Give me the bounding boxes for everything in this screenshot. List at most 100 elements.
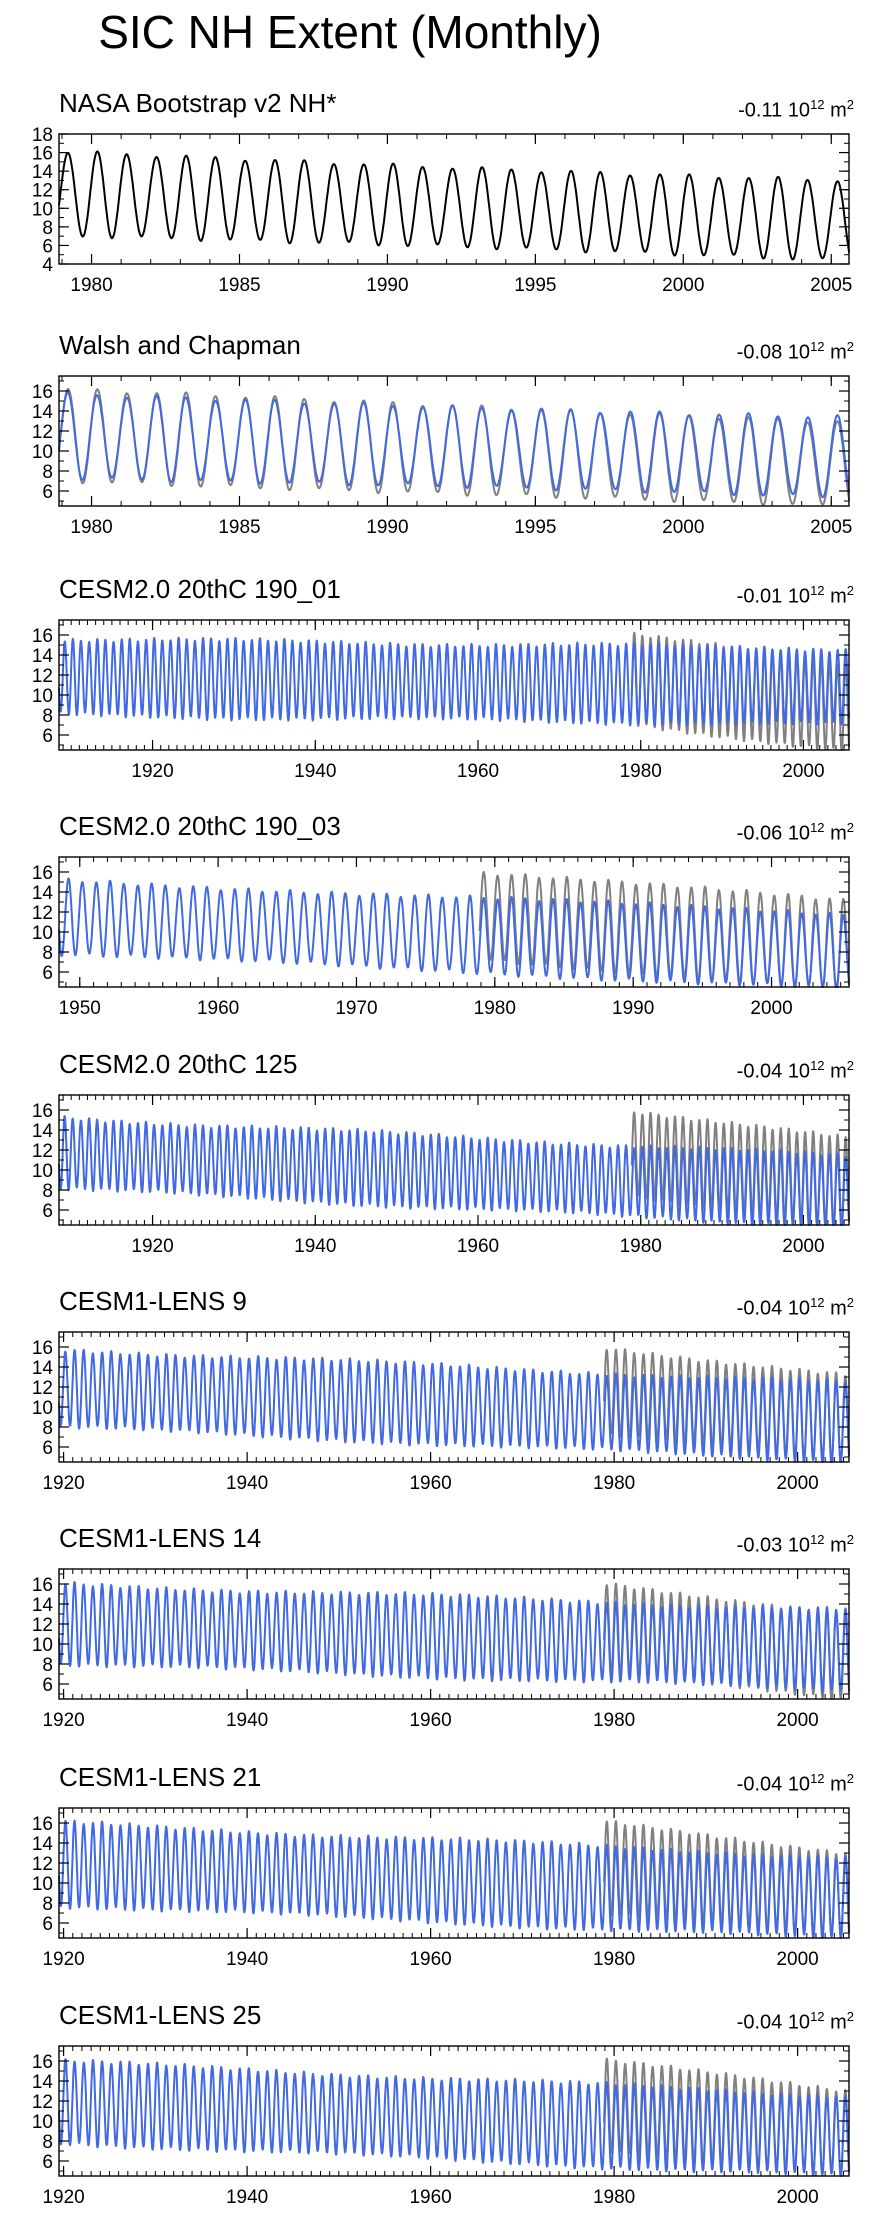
- y-tick-label: 8: [42, 1418, 53, 1439]
- panel-title: CESM1-LENS 25: [59, 2000, 262, 2030]
- y-tick-label: 16: [32, 1575, 53, 1596]
- trend-base: 10: [787, 1060, 811, 1083]
- trend-unit-exponent: 2: [846, 1295, 854, 1310]
- trend-unit-exponent: 2: [846, 339, 854, 354]
- x-tick-label: 1960: [409, 1949, 451, 1970]
- y-tick-label: 16: [32, 2052, 53, 2073]
- x-tick-label: 1920: [42, 2187, 84, 2208]
- x-tick-label: 1940: [226, 2187, 268, 2208]
- y-tick-label: 12: [32, 1378, 53, 1399]
- y-tick-label: 6: [42, 726, 53, 747]
- x-tick-label: 1920: [42, 1949, 84, 1970]
- x-tick-label: 2000: [776, 1710, 818, 1731]
- y-tick-label: 6: [42, 236, 53, 257]
- series-line: [58, 1115, 850, 1226]
- x-tick-label: 1985: [218, 275, 260, 296]
- figure-title: SIC NH Extent (Monthly): [98, 6, 602, 58]
- y-tick-label: 14: [32, 2072, 54, 2093]
- y-tick-label: 12: [32, 1141, 53, 1162]
- trend-label: -0.04 1012 m2: [737, 2002, 854, 2038]
- panel-title: Walsh and Chapman: [59, 330, 301, 360]
- y-tick-label: 10: [32, 1874, 53, 1895]
- y-tick-label: 4: [42, 255, 53, 276]
- trend-base: 10: [787, 585, 811, 608]
- y-tick-label: 6: [42, 1438, 53, 1459]
- x-tick-label: 1990: [366, 517, 408, 538]
- chart-panel: CESM2.0 20thC 125 -0.04 1012 m2 6 8 10 12 14 16…: [0, 1049, 878, 1284]
- trend-value: -0.04: [736, 1773, 783, 1796]
- x-tick-label: 1920: [131, 1236, 173, 1257]
- trend-unit-exponent: 2: [846, 1771, 854, 1786]
- y-tick-label: 8: [42, 1181, 53, 1202]
- y-tick-label: 6: [42, 1201, 53, 1222]
- panel-title: NASA Bootstrap v2 NH*: [59, 88, 337, 118]
- panel-title: CESM1-LENS 14: [59, 1523, 262, 1553]
- trend-exponent: 12: [810, 1771, 825, 1786]
- series-line: [58, 877, 851, 988]
- y-tick-label: 12: [32, 2092, 53, 2113]
- y-tick-label: 6: [42, 1914, 53, 1935]
- y-tick-label: 6: [42, 1675, 53, 1696]
- trend-unit: m: [830, 2011, 847, 2034]
- y-tick-label: 14: [32, 883, 54, 904]
- trend-unit: m: [830, 1534, 847, 1557]
- series-line: [58, 2058, 850, 2177]
- chart-panel: CESM1-LENS 21 -0.04 1012 m2 6 8 10 12 14 16 1920…: [0, 1762, 878, 1997]
- y-tick-label: 6: [42, 482, 53, 503]
- trend-unit-exponent: 2: [846, 820, 854, 835]
- trend-value: -0.08: [736, 341, 783, 364]
- trend-unit: m: [830, 1060, 847, 1083]
- x-tick-label: 1980: [474, 998, 516, 1019]
- trend-label: -0.06 1012 m2: [737, 813, 854, 849]
- x-tick-label: 1980: [620, 761, 662, 782]
- trend-unit-exponent: 2: [846, 97, 854, 112]
- y-tick-label: 12: [32, 422, 53, 443]
- y-tick-label: 16: [32, 144, 53, 165]
- trend-unit: m: [830, 341, 847, 364]
- series-line: [58, 636, 850, 727]
- y-tick-label: 12: [32, 666, 53, 687]
- x-tick-label: 1920: [42, 1473, 84, 1494]
- trend-value: -0.01: [736, 585, 783, 608]
- x-tick-label: 1920: [131, 761, 173, 782]
- y-tick-label: 14: [32, 162, 54, 183]
- x-tick-label: 1980: [70, 517, 112, 538]
- trend-exponent: 12: [810, 1058, 825, 1073]
- y-tick-label: 16: [32, 1101, 53, 1122]
- trend-exponent: 12: [810, 820, 825, 835]
- x-tick-label: 1990: [612, 998, 654, 1019]
- x-tick-label: 1980: [593, 1949, 635, 1970]
- x-tick-label: 1940: [294, 1236, 336, 1257]
- y-tick-label: 10: [32, 2112, 53, 2133]
- y-tick-label: 16: [32, 1814, 53, 1835]
- trend-label: -0.03 1012 m2: [737, 1525, 854, 1561]
- y-tick-label: 12: [32, 1854, 53, 1875]
- trend-exponent: 12: [810, 97, 825, 112]
- y-tick-label: 6: [42, 963, 53, 984]
- series-line: [58, 150, 851, 261]
- chart-panel: NASA Bootstrap v2 NH* -0.11 1012 m2 4 6 8 10 1…: [0, 88, 878, 323]
- x-tick-label: 1960: [457, 761, 499, 782]
- x-tick-label: 1995: [514, 275, 556, 296]
- y-tick-label: 14: [32, 1595, 54, 1616]
- trend-value: -0.04: [736, 1060, 783, 1083]
- trend-label: -0.04 1012 m2: [737, 1764, 854, 1800]
- y-tick-label: 16: [32, 382, 53, 403]
- panel-title: CESM1-LENS 21: [59, 1762, 262, 1792]
- x-tick-label: 2000: [776, 2187, 818, 2208]
- x-tick-label: 2000: [750, 998, 792, 1019]
- x-tick-label: 1990: [366, 275, 408, 296]
- y-tick-label: 10: [32, 442, 53, 463]
- y-tick-label: 10: [32, 686, 53, 707]
- trend-unit-exponent: 2: [846, 1532, 854, 1547]
- chart-panel: CESM2.0 20thC 190_01 -0.01 1012 m2 6 8 10 12 1…: [0, 574, 878, 809]
- trend-unit: m: [830, 1773, 847, 1796]
- trend-exponent: 12: [810, 1532, 825, 1547]
- trend-unit-exponent: 2: [846, 1058, 854, 1073]
